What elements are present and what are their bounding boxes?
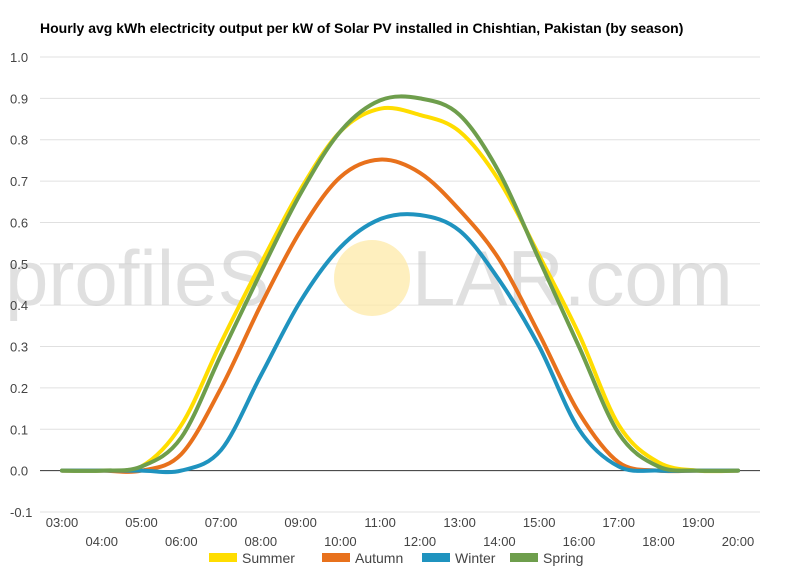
legend-label-winter: Winter xyxy=(455,550,496,566)
y-tick-label: 1.0 xyxy=(10,50,28,65)
x-tick-label: 17:00 xyxy=(602,515,635,530)
watermark-sun-icon xyxy=(334,240,410,316)
legend: Summer Autumn Winter Spring xyxy=(209,550,583,566)
legend-swatch-summer xyxy=(209,553,237,562)
x-tick-label: 18:00 xyxy=(642,534,675,549)
legend-swatch-autumn xyxy=(322,553,350,562)
x-tick-label: 15:00 xyxy=(523,515,556,530)
series-lines xyxy=(60,94,740,475)
x-tick-label: 04:00 xyxy=(85,534,118,549)
legend-label-autumn: Autumn xyxy=(355,550,403,566)
y-tick-label: 0.0 xyxy=(10,464,28,479)
y-tick-label: 0.7 xyxy=(10,174,28,189)
x-tick-label: 16:00 xyxy=(563,534,596,549)
y-tick-label: 0.8 xyxy=(10,133,28,148)
x-tick-label: 10:00 xyxy=(324,534,357,549)
x-tick-label: 08:00 xyxy=(245,534,278,549)
y-axis-ticks: -0.1 0.0 0.1 0.2 0.3 0.4 0.5 0.6 0.7 0.8 0.9 1.0 xyxy=(10,50,32,520)
x-tick-label: 09:00 xyxy=(284,515,317,530)
y-tick-label: 0.2 xyxy=(10,381,28,396)
x-tick-label: 12:00 xyxy=(404,534,437,549)
watermark: profileS LAR.com xyxy=(5,234,733,322)
watermark-text-right: LAR.com xyxy=(412,234,733,322)
y-tick-label: 0.5 xyxy=(10,257,28,272)
legend-label-summer: Summer xyxy=(242,550,295,566)
x-tick-label: 07:00 xyxy=(205,515,238,530)
chart-title: Hourly avg kWh electricity output per kW… xyxy=(40,20,683,36)
x-tick-label: 11:00 xyxy=(364,515,396,530)
x-axis-ticks: 03:00 04:00 05:00 06:00 07:00 08:00 09:00 10:00… xyxy=(46,515,755,549)
y-tick-label: 0.4 xyxy=(10,298,28,313)
y-tick-label: 0.9 xyxy=(10,91,28,106)
x-tick-label: 05:00 xyxy=(125,515,158,530)
legend-swatch-spring xyxy=(510,553,538,562)
legend-label-spring: Spring xyxy=(543,550,583,566)
x-tick-label: 03:00 xyxy=(46,515,79,530)
y-tick-label: 0.1 xyxy=(10,422,28,437)
x-tick-label: 20:00 xyxy=(722,534,755,549)
x-tick-label: 14:00 xyxy=(483,534,516,549)
y-tick-label: 0.3 xyxy=(10,340,28,355)
series-line-spring xyxy=(60,94,740,473)
x-tick-label: 19:00 xyxy=(682,515,715,530)
x-tick-label: 06:00 xyxy=(165,534,198,549)
x-tick-label: 13:00 xyxy=(443,515,476,530)
y-tick-label: 0.6 xyxy=(10,215,28,230)
series-line-autumn xyxy=(60,157,740,474)
y-tick-label: -0.1 xyxy=(10,505,32,520)
legend-swatch-winter xyxy=(422,553,450,562)
watermark-text-left: profileS xyxy=(5,234,269,322)
series-line-winter xyxy=(60,212,740,475)
series-line-summer xyxy=(60,105,740,474)
